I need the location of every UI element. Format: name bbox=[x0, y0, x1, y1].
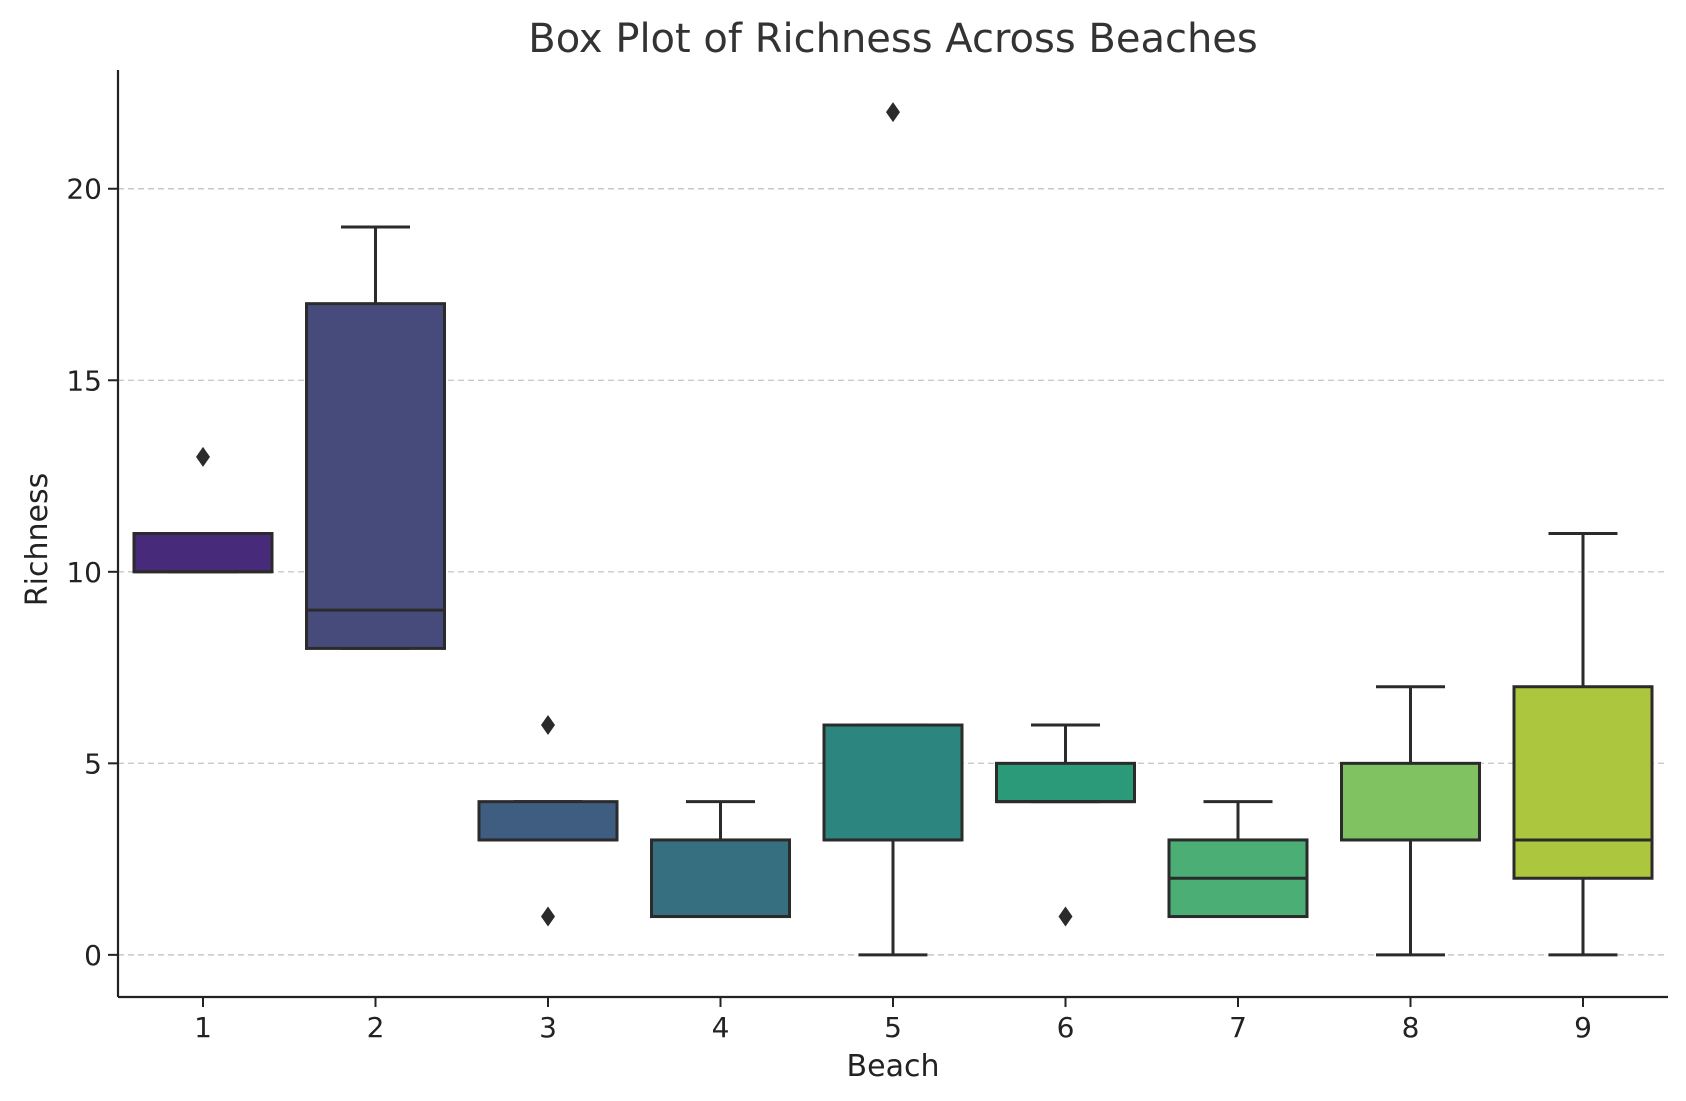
iqr-box bbox=[1512, 685, 1654, 880]
y-tick-label: 15 bbox=[66, 364, 102, 397]
tick-layer: 0 5 10 15 20 1 2 3 4 5 6 7 8 9 bbox=[66, 173, 1592, 1044]
outlier-marker bbox=[541, 906, 555, 927]
box-group-beach-6 bbox=[995, 723, 1136, 927]
x-tick-label: 1 bbox=[194, 1011, 212, 1044]
x-axis-label: Beach bbox=[847, 1049, 940, 1084]
outlier-marker bbox=[541, 715, 555, 736]
y-tick-label: 0 bbox=[84, 939, 102, 972]
box-group-beach-3 bbox=[477, 715, 619, 927]
iqr-box bbox=[477, 800, 619, 842]
box-group-beach-4 bbox=[650, 800, 791, 919]
box-group-beach-2 bbox=[305, 225, 446, 650]
iqr-box bbox=[822, 723, 964, 842]
iqr-box bbox=[1340, 761, 1481, 842]
x-tick-label: 5 bbox=[884, 1011, 902, 1044]
box-layer bbox=[132, 102, 1654, 957]
box-group-beach-5 bbox=[822, 102, 964, 957]
x-tick-label: 3 bbox=[539, 1011, 557, 1044]
outlier-marker bbox=[886, 102, 900, 123]
x-tick-label: 9 bbox=[1574, 1011, 1592, 1044]
y-tick-label: 20 bbox=[66, 173, 102, 206]
iqr-box bbox=[132, 532, 274, 574]
chart-title: Box Plot of Richness Across Beaches bbox=[528, 16, 1258, 62]
x-tick-label: 6 bbox=[1057, 1011, 1075, 1044]
iqr-box bbox=[305, 302, 446, 650]
box-group-beach-9 bbox=[1512, 532, 1654, 957]
y-tick-label: 5 bbox=[84, 747, 102, 780]
outlier-marker bbox=[1058, 906, 1073, 927]
iqr-box bbox=[650, 838, 791, 919]
x-tick-label: 7 bbox=[1229, 1011, 1247, 1044]
box-group-beach-1 bbox=[132, 446, 274, 574]
x-tick-label: 8 bbox=[1402, 1011, 1420, 1044]
box-group-beach-7 bbox=[1167, 800, 1309, 919]
y-tick-label: 10 bbox=[66, 556, 102, 589]
x-tick-label: 4 bbox=[712, 1011, 730, 1044]
iqr-box bbox=[995, 761, 1136, 804]
outlier-marker bbox=[196, 446, 210, 467]
x-tick-label: 2 bbox=[367, 1011, 385, 1044]
box-group-beach-8 bbox=[1340, 685, 1481, 957]
y-axis-label: Richness bbox=[20, 473, 55, 606]
